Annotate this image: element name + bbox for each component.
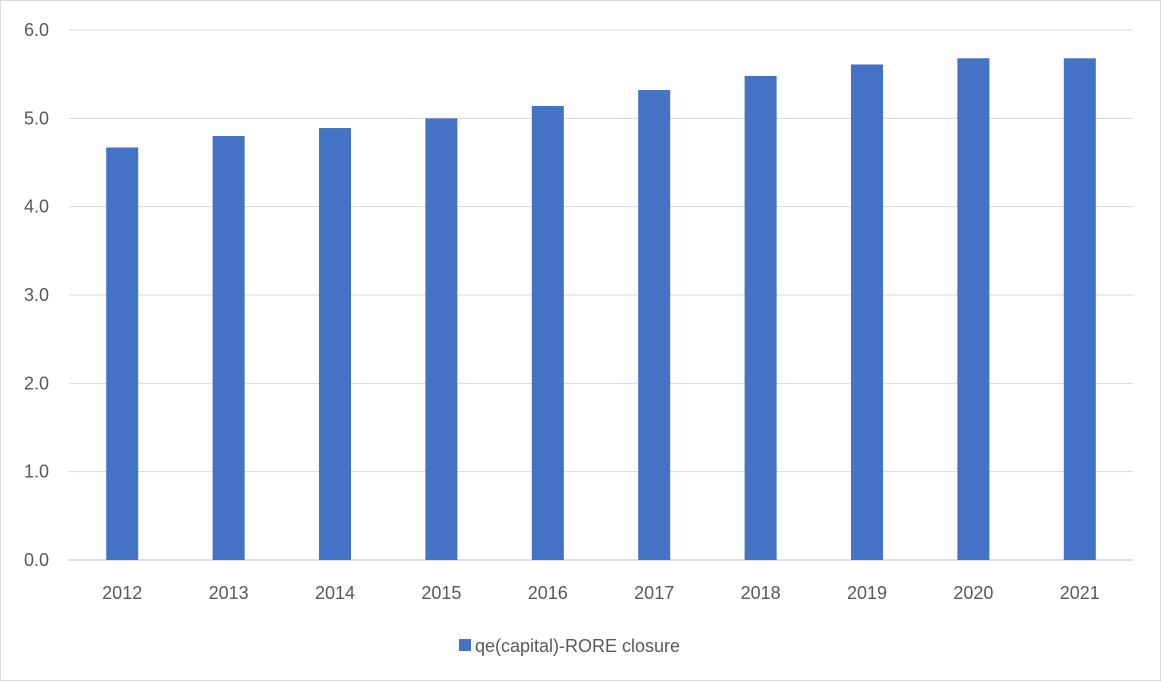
x-tick-label: 2013 xyxy=(209,583,249,603)
y-tick-label: 1.0 xyxy=(24,462,49,482)
x-tick-label: 2014 xyxy=(315,583,355,603)
bar xyxy=(531,105,564,560)
legend-label: qe(capital)-RORE closure xyxy=(475,636,680,656)
x-tick-label: 2012 xyxy=(102,583,142,603)
x-tick-label: 2020 xyxy=(953,583,993,603)
legend: qe(capital)-RORE closure xyxy=(459,636,680,656)
x-axis-tick-labels: 2012 2013 2014 2015 2016 2017 2018 2019 2020 2021 xyxy=(102,583,1100,603)
bar xyxy=(851,64,883,560)
bar xyxy=(212,136,245,560)
bar xyxy=(106,147,139,560)
legend-swatch xyxy=(459,639,471,651)
bar xyxy=(1063,58,1096,561)
x-tick-label: 2016 xyxy=(528,583,568,603)
y-tick-label: 6.0 xyxy=(24,20,49,40)
bar xyxy=(957,58,990,561)
gridlines xyxy=(69,29,1133,561)
x-tick-label: 2018 xyxy=(741,583,781,603)
y-tick-label: 4.0 xyxy=(24,197,49,217)
x-tick-label: 2019 xyxy=(847,583,887,603)
y-axis-tick-labels: 0.0 1.0 2.0 3.0 4.0 5.0 6.0 xyxy=(24,20,49,570)
x-tick-label: 2015 xyxy=(421,583,461,603)
bar xyxy=(319,128,351,561)
bars xyxy=(106,58,1096,561)
y-tick-label: 0.0 xyxy=(24,550,49,570)
x-tick-label: 2021 xyxy=(1060,583,1100,603)
y-tick-label: 5.0 xyxy=(24,108,49,128)
bar xyxy=(638,90,671,561)
x-tick-label: 2017 xyxy=(634,583,674,603)
bar xyxy=(425,118,458,560)
y-tick-label: 3.0 xyxy=(24,285,49,305)
bar xyxy=(744,75,777,560)
y-tick-label: 2.0 xyxy=(24,373,49,393)
